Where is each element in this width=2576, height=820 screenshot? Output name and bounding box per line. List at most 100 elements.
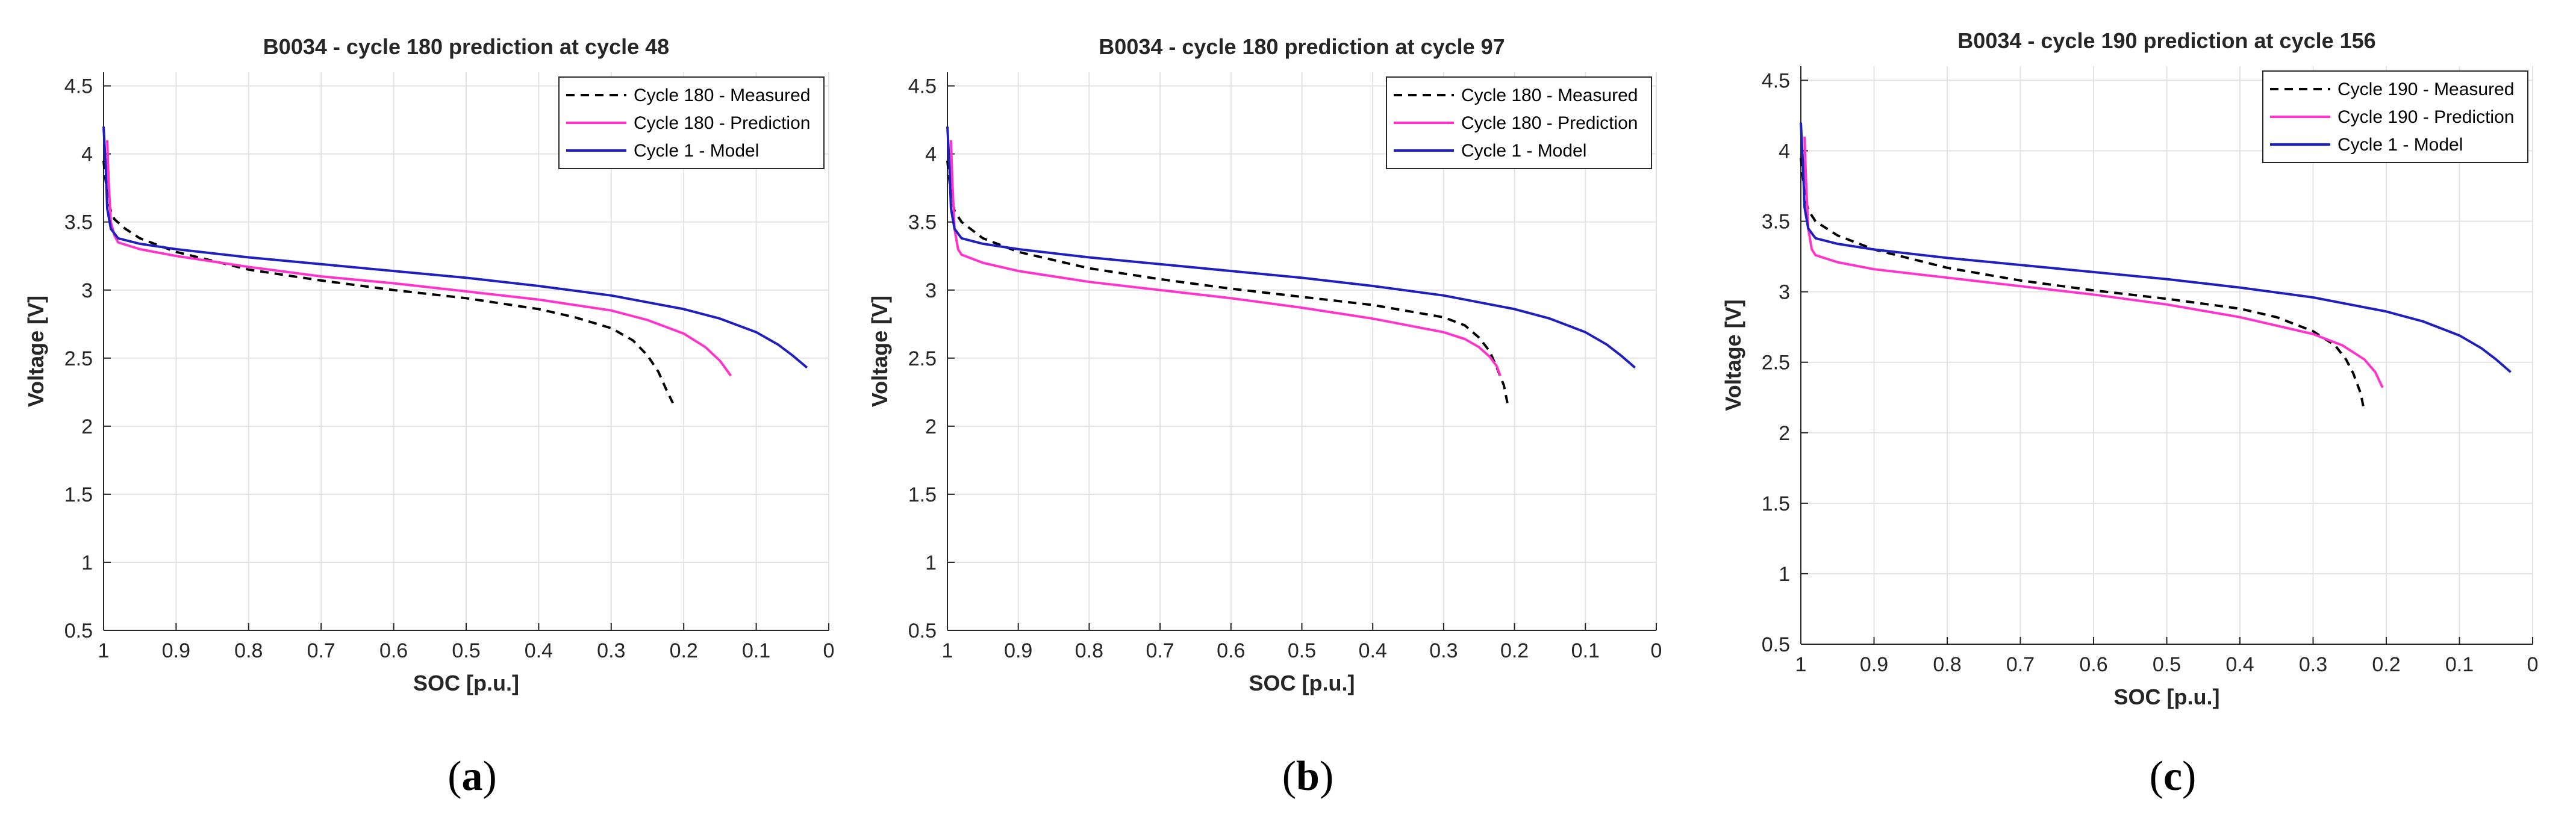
chart-panel-a: 1 0.9 0.8 0.7 0.6 0.5 0.4 0.3 0.2 0.1 00.511.522.5… (23, 34, 834, 800)
series-line-1 (1800, 157, 2366, 412)
legend-label: Cycle 190 - Measured (2337, 79, 2514, 99)
y-tick-label: 2.5 (1762, 352, 1790, 374)
series-line-3 (946, 126, 1636, 369)
y-tick-label: 4 (81, 143, 93, 166)
x-tick-label: 0.8 (1933, 653, 1961, 676)
x-tick-label: 0.5 (1288, 639, 1316, 662)
x-axis-label: SOC [p.u.] (1249, 671, 1355, 695)
legend-label: Cycle 180 - Prediction (1461, 113, 1638, 133)
x-tick-label: 0.7 (1146, 639, 1174, 662)
x-axis-label: SOC [p.u.] (2114, 685, 2220, 709)
chart-panel-c: 1 0.9 0.8 0.7 0.6 0.5 0.4 0.3 0.2 0.1 00.511.522.5… (1721, 28, 2538, 800)
x-tick-label: 0 (823, 639, 835, 662)
legend-label: Cycle 1 - Model (1461, 141, 1586, 161)
y-tick-label: 3 (81, 279, 93, 302)
y-axis-label: Voltage [V] (867, 296, 892, 407)
y-tick-label: 3.5 (64, 211, 93, 234)
y-tick-label: 3.5 (1762, 211, 1790, 234)
x-tick-label: 1 (1795, 653, 1807, 676)
y-tick-label: 2.5 (64, 347, 93, 370)
panel-caption: (b) (1282, 753, 1334, 800)
y-tick-label: 1 (925, 551, 937, 574)
x-tick-label: 0.4 (1359, 639, 1387, 662)
x-tick-label: 0.9 (1860, 653, 1888, 676)
x-tick-label: 0.6 (1217, 639, 1245, 662)
chart-title: B0034 - cycle 180 prediction at cycle 48 (263, 34, 669, 59)
y-tick-label: 1 (1779, 563, 1790, 586)
legend-label: Cycle 190 - Prediction (2337, 107, 2514, 127)
x-tick-label: 0.5 (2153, 653, 2181, 676)
legend: Cycle 180 - Measured Cycle 180 - Predicti… (1386, 76, 1652, 169)
x-tick-label: 0 (1651, 639, 1662, 662)
y-tick-label: 0.5 (1762, 633, 1790, 656)
x-tick-label: 0.8 (1075, 639, 1103, 662)
x-axis-label: SOC [p.u.] (413, 671, 519, 695)
panel-letter: b (1296, 753, 1320, 800)
panel-letter: c (2163, 753, 2182, 800)
y-tick-label: 2 (1779, 422, 1790, 445)
series-line-2 (1803, 137, 2384, 388)
legend-box (558, 76, 825, 169)
x-tick-label: 0.4 (2225, 653, 2254, 676)
legend-label: Cycle 1 - Model (2337, 135, 2463, 155)
y-tick-label: 4.5 (1762, 69, 1790, 92)
y-tick-label: 3.5 (908, 211, 937, 234)
series-line-3 (102, 126, 808, 369)
x-tick-label: 0.1 (1571, 639, 1600, 662)
legend-label: Cycle 1 - Model (634, 141, 759, 161)
legend-label: Cycle 180 - Prediction (634, 113, 810, 133)
x-tick-label: 1 (98, 639, 110, 662)
panel-caption: (c) (2150, 753, 2197, 800)
x-tick-label: 0.9 (162, 639, 190, 662)
x-tick-label: 0.8 (234, 639, 263, 662)
y-tick-label: 4.5 (64, 75, 93, 98)
y-tick-label: 1.5 (908, 483, 937, 506)
legend-label: Cycle 180 - Measured (1461, 85, 1638, 105)
chart-title: B0034 - cycle 180 prediction at cycle 97 (1099, 34, 1505, 59)
x-tick-label: 0.1 (2445, 653, 2474, 676)
y-tick-label: 2 (925, 415, 937, 438)
series-line-1 (102, 160, 674, 404)
y-tick-label: 4 (1779, 140, 1790, 163)
panel-caption: (a) (448, 753, 497, 800)
x-tick-label: 0.9 (1004, 639, 1032, 662)
y-tick-label: 2.5 (908, 347, 937, 370)
series-line-1 (946, 160, 1509, 403)
x-tick-label: 0.5 (452, 639, 480, 662)
y-tick-label: 0.5 (64, 620, 93, 642)
x-tick-label: 0.3 (597, 639, 625, 662)
series-line-3 (1800, 122, 2512, 373)
y-tick-label: 2 (81, 415, 93, 438)
x-tick-label: 0.6 (379, 639, 408, 662)
y-axis-label: Voltage [V] (1721, 299, 1745, 411)
y-tick-label: 1.5 (1762, 492, 1790, 515)
legend: Cycle 180 - Measured Cycle 180 - Predicti… (558, 76, 825, 169)
y-axis-label: Voltage [V] (23, 296, 48, 407)
y-tick-label: 1.5 (64, 483, 93, 506)
chart-title: B0034 - cycle 190 prediction at cycle 15… (1957, 28, 2375, 53)
panel-letter: a (462, 753, 483, 800)
legend: Cycle 190 - Measured Cycle 190 - Predicti… (2262, 70, 2528, 163)
x-tick-label: 0.2 (1500, 639, 1529, 662)
y-tick-label: 3 (1779, 281, 1790, 304)
x-tick-label: 0.7 (2006, 653, 2035, 676)
series-line-2 (106, 140, 732, 377)
series-line-2 (949, 140, 1502, 376)
y-tick-label: 0.5 (908, 620, 937, 642)
chart-panel-b: 1 0.9 0.8 0.7 0.6 0.5 0.4 0.3 0.2 0.1 00.511.522.5… (867, 34, 1662, 800)
x-tick-label: 0.1 (742, 639, 770, 662)
legend-label: Cycle 180 - Measured (634, 85, 810, 105)
x-tick-label: 0.2 (670, 639, 698, 662)
x-tick-label: 1 (942, 639, 953, 662)
x-tick-label: 0.3 (2299, 653, 2327, 676)
x-tick-label: 0.6 (2079, 653, 2107, 676)
x-tick-label: 0.2 (2372, 653, 2400, 676)
x-tick-label: 0.3 (1429, 639, 1458, 662)
x-tick-label: 0.4 (525, 639, 553, 662)
x-tick-label: 0 (2527, 653, 2539, 676)
y-tick-label: 1 (81, 551, 93, 574)
y-tick-label: 4 (925, 143, 937, 166)
y-tick-label: 3 (925, 279, 937, 302)
y-tick-label: 4.5 (908, 75, 937, 98)
